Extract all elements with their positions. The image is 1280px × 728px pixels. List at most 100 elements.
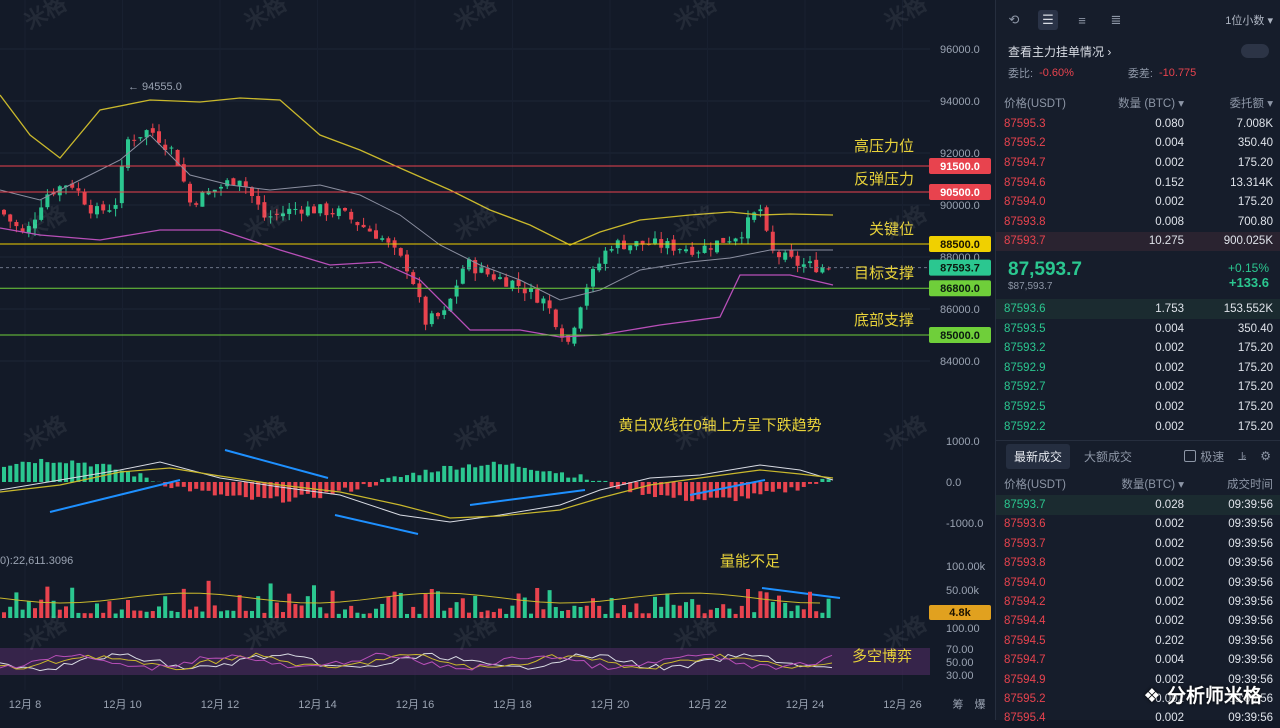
watermark-text: 米格 xyxy=(240,0,292,35)
filter-icon[interactable]: ⫡ xyxy=(1238,449,1246,464)
candle-body xyxy=(492,274,496,279)
amount-col-header[interactable]: 委托额 ▾ xyxy=(1184,95,1273,111)
macd-bar xyxy=(39,459,43,482)
diff-value: -10.775 xyxy=(1159,67,1196,79)
candle-body xyxy=(529,288,533,292)
volume-bar xyxy=(114,614,118,618)
bid-row-amount: 175.20 xyxy=(1184,342,1273,354)
candle-body xyxy=(690,247,694,255)
price-chart[interactable]: 96000.094000.092000.090000.088000.086000… xyxy=(0,0,995,720)
candle-body xyxy=(653,238,657,243)
macd-bar xyxy=(213,482,217,495)
back-icon[interactable]: ⟲ xyxy=(1004,10,1024,30)
macd-bar xyxy=(579,474,583,482)
orderbook-bids-icon[interactable]: ≡ xyxy=(1072,10,1092,30)
watermark-text: 米格 xyxy=(450,410,502,455)
diff-label: 委差: xyxy=(1128,65,1153,81)
candle-body xyxy=(107,210,111,212)
volume-bar xyxy=(808,592,812,618)
trade-row-price: 87594.0 xyxy=(1004,577,1104,589)
macd-bar xyxy=(585,480,589,482)
bid-row-amount: 175.20 xyxy=(1184,421,1273,433)
main-orders-toggle[interactable] xyxy=(1241,44,1269,58)
macd-bar xyxy=(337,482,341,491)
tab-large-trades[interactable]: 大额成交 xyxy=(1084,448,1132,465)
candle-body xyxy=(765,207,769,230)
volume-bar xyxy=(796,605,800,618)
volume-bar xyxy=(777,596,781,618)
settings-icon[interactable]: ⚙ xyxy=(1260,449,1271,463)
high-price-label: ← 94555.0 xyxy=(128,81,182,93)
orderbook-both-icon[interactable]: ☰ xyxy=(1038,10,1058,30)
macd-bar xyxy=(293,482,297,498)
candle-body xyxy=(157,131,161,143)
volume-bar xyxy=(120,609,124,618)
decimal-select[interactable]: 1位小数 ▾ xyxy=(1225,12,1273,28)
macd-bar xyxy=(430,472,434,482)
candle-body xyxy=(678,249,682,250)
macd-bar xyxy=(504,465,508,482)
trade-row-price: 87595.4 xyxy=(1004,712,1104,724)
price-axis-label: 84000.0 xyxy=(940,356,980,368)
tab-recent-trades[interactable]: 最新成交 xyxy=(1006,444,1070,469)
macd-bar xyxy=(796,482,800,491)
candle-body xyxy=(244,181,248,187)
macd-bar xyxy=(473,467,477,482)
trade-qty-header[interactable]: 数量(BTC) ▾ xyxy=(1104,476,1184,492)
macd-bar xyxy=(510,464,514,482)
candle-body xyxy=(523,289,527,294)
macd-bar xyxy=(777,482,781,489)
volume-bar xyxy=(721,604,725,618)
trade-row-amount: 09:39:56 xyxy=(1184,596,1273,608)
candle-body xyxy=(802,264,806,267)
macd-bar xyxy=(250,482,254,500)
main-orders-link[interactable]: 查看主力挂单情况 › xyxy=(996,40,1280,62)
volume-bar xyxy=(554,607,558,618)
volume-bar xyxy=(331,591,335,618)
speed-checkbox[interactable]: 极速 xyxy=(1184,448,1224,465)
macd-bar xyxy=(145,478,149,482)
candle-body xyxy=(789,250,793,257)
macd-bar xyxy=(349,482,353,492)
candle-body xyxy=(188,184,192,203)
candle-body xyxy=(442,310,446,315)
watermark-text: 米格 xyxy=(670,0,722,35)
bid-row-price: 87592.9 xyxy=(1004,362,1104,374)
macd-bar xyxy=(479,466,483,482)
watermark-text: 米格 xyxy=(450,0,502,35)
ask-row-qty: 0.152 xyxy=(1104,177,1184,189)
trade-price-header: 价格(USDT) xyxy=(1004,476,1104,492)
candle-body xyxy=(231,178,235,185)
volume-bar xyxy=(374,609,378,618)
bid-row-qty: 0.002 xyxy=(1104,381,1184,393)
bid-row-amount: 153.552K xyxy=(1184,303,1273,315)
qty-col-header[interactable]: 数量 (BTC) ▾ xyxy=(1104,95,1184,111)
volume-bar xyxy=(653,597,657,618)
orderbook-asks-icon[interactable]: ≣ xyxy=(1106,10,1126,30)
